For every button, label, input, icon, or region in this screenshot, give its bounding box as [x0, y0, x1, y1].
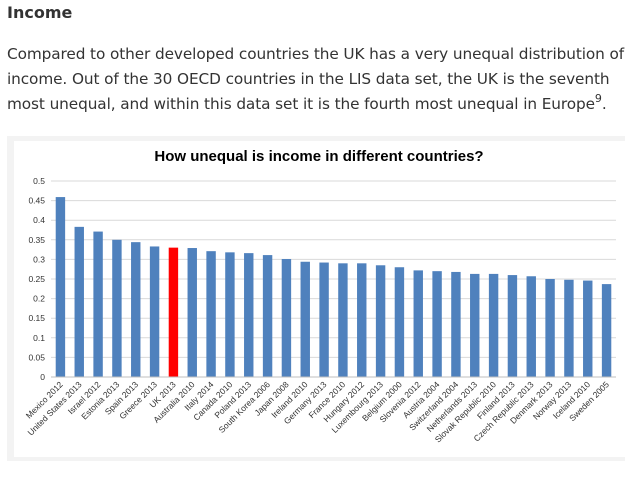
bar [206, 251, 216, 377]
section-heading: Income [7, 3, 73, 22]
intro-paragraph: Compared to other developed countries th… [7, 42, 629, 117]
bar [394, 267, 405, 377]
bar [564, 279, 574, 377]
bar [470, 273, 480, 377]
bar [583, 280, 593, 377]
bar [225, 252, 235, 377]
chart-title: How unequal is income in different count… [154, 148, 483, 165]
grid-lines [51, 180, 616, 358]
y-tick-label: 0.15 [28, 313, 45, 323]
bar [432, 271, 442, 377]
bar [244, 253, 254, 377]
bar [375, 265, 386, 377]
bar [507, 275, 518, 377]
bar [168, 247, 179, 377]
chart-area: How unequal is income in different count… [14, 141, 625, 457]
intro-text: Compared to other developed countries th… [7, 45, 625, 113]
y-axis-tick-labels: 0 0.05 0.1 0.15 0.2 0.25 0.3 0.35 0.4 0.45 0.5 [28, 176, 45, 382]
y-tick-label: 0.2 [33, 294, 45, 304]
bar [601, 284, 612, 377]
bar [262, 255, 273, 377]
y-tick-label: 0.45 [28, 196, 45, 206]
bar [545, 279, 555, 377]
bar [55, 197, 66, 377]
bar [413, 270, 423, 377]
bar [526, 276, 536, 377]
bar [187, 248, 197, 377]
bar [488, 273, 499, 377]
bar [112, 239, 122, 377]
bar [149, 246, 160, 377]
y-tick-label: 0.05 [28, 352, 45, 362]
bar [300, 261, 310, 377]
bar [451, 271, 461, 377]
footnote-link[interactable]: 9 [594, 91, 602, 105]
y-tick-label: 0 [40, 372, 45, 382]
y-tick-label: 0.25 [28, 274, 45, 284]
y-tick-label: 0.1 [33, 333, 45, 343]
y-tick-label: 0.5 [33, 176, 45, 186]
y-tick-label: 0.3 [33, 254, 45, 264]
bar [281, 259, 292, 377]
y-tick-label: 0.35 [28, 235, 45, 245]
bar [74, 226, 84, 377]
chart-frame: How unequal is income in different count… [7, 136, 625, 461]
bar [338, 263, 348, 377]
bars [55, 197, 612, 377]
bar [93, 231, 103, 377]
intro-text-end: . [601, 95, 607, 113]
bar [131, 242, 141, 377]
y-tick-label: 0.4 [33, 215, 45, 225]
bar [319, 262, 329, 377]
income-inequality-chart: How unequal is income in different count… [24, 148, 616, 445]
bar [357, 263, 367, 377]
